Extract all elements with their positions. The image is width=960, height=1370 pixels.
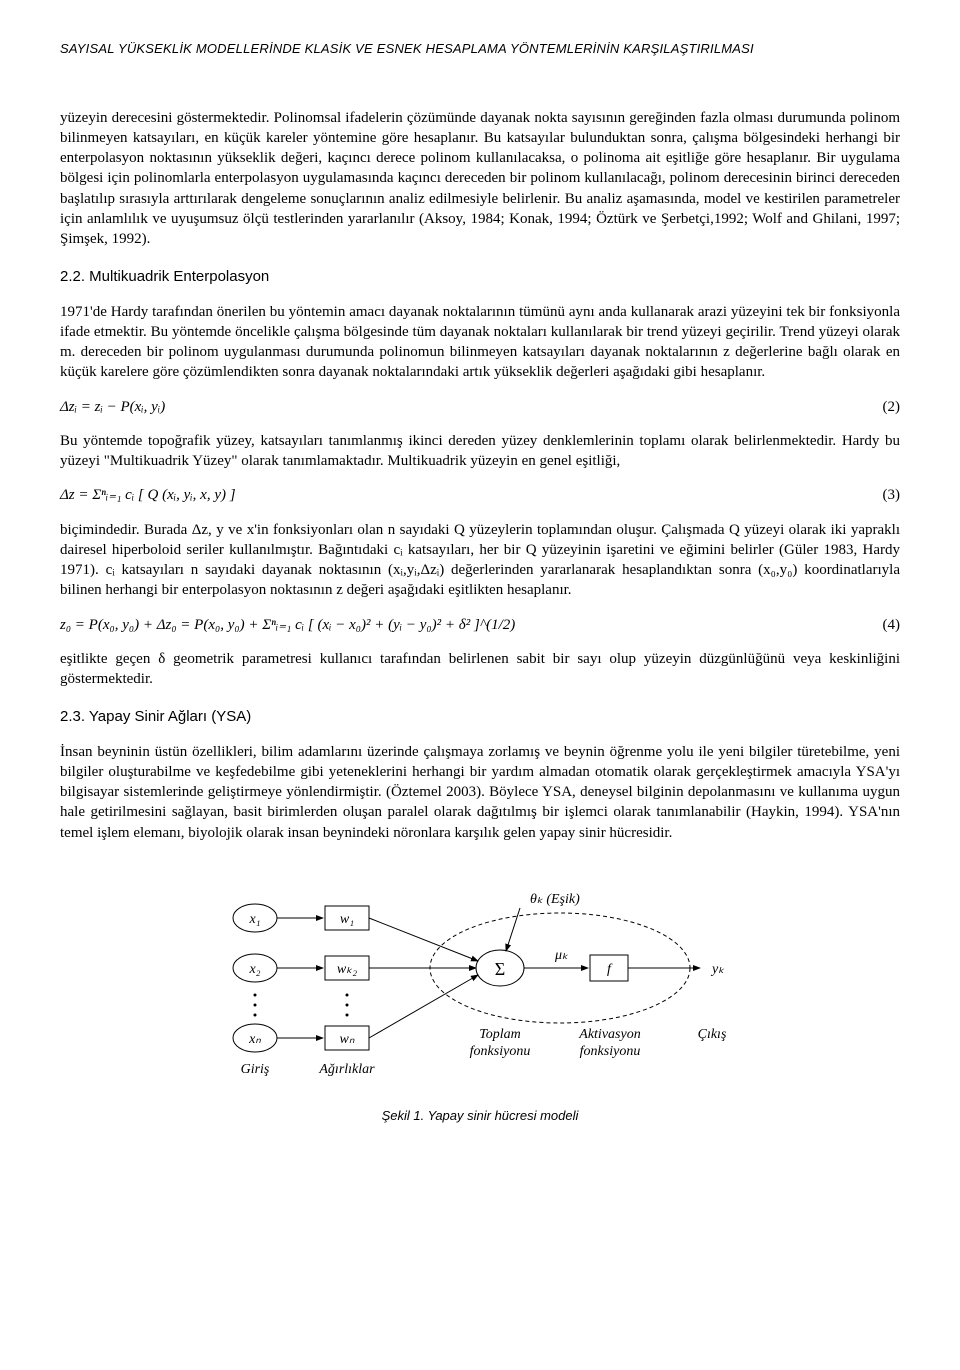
label-aktiv1: Aktivasyon	[578, 1027, 640, 1042]
label-theta: θₖ (Eşik)	[530, 892, 580, 907]
equation-4-row: z₀ = P(x₀, y₀) + Δz₀ = P(x₀, y₀) + Σⁿᵢ₌₁…	[60, 615, 900, 635]
label-giris: Giriş	[241, 1062, 270, 1077]
equation-2-row: Δzᵢ = zᵢ − P(xᵢ, yᵢ) (2)	[60, 397, 900, 417]
label-cikis: Çıkış	[698, 1027, 727, 1042]
label-agirlik: Ağırlıklar	[318, 1062, 375, 1077]
paragraph-22d: eşitlikte geçen δ geometrik parametresi …	[60, 649, 900, 690]
figure-1-caption: Şekil 1. Yapay sinir hücresi modeli	[200, 1107, 760, 1125]
equation-3-row: Δz = Σⁿᵢ₌₁ cᵢ [ Q (xᵢ, yᵢ, x, y) ] (3)	[60, 485, 900, 505]
label-x2: x₂	[248, 962, 260, 977]
paragraph-22b: Bu yöntemde topoğrafik yüzey, katsayılar…	[60, 431, 900, 472]
label-x1: x₁	[248, 912, 260, 927]
page-header-title: SAYISAL YÜKSEKLİK MODELLERİNDE KLASİK VE…	[60, 40, 900, 58]
label-aktiv2: fonksiyonu	[580, 1044, 641, 1059]
equation-2: Δzᵢ = zᵢ − P(xᵢ, yᵢ)	[60, 397, 165, 417]
paragraph-intro: yüzeyin derecesini göstermektedir. Polin…	[60, 108, 900, 250]
equation-3: Δz = Σⁿᵢ₌₁ cᵢ [ Q (xᵢ, yᵢ, x, y) ]	[60, 485, 236, 505]
label-sum: Σ	[495, 959, 505, 979]
label-w2: wₖ₂	[337, 962, 357, 977]
equation-2-number: (2)	[883, 397, 901, 417]
label-toplam2: fonksiyonu	[470, 1044, 531, 1059]
paragraph-22a: 1971'de Hardy tarafından önerilen bu yön…	[60, 302, 900, 383]
equation-4-number: (4)	[883, 615, 901, 635]
label-yk: yₖ	[710, 962, 725, 977]
figure-1: x₁ x₂ xₙ w₁ wₖ₂ wₙ Σ	[200, 873, 760, 1125]
section-23-heading: 2.3. Yapay Sinir Ağları (YSA)	[60, 707, 900, 727]
neuron-diagram: x₁ x₂ xₙ w₁ wₖ₂ wₙ Σ	[200, 873, 760, 1093]
section-22-heading: 2.2. Multikuadrik Enterpolasyon	[60, 267, 900, 287]
equation-3-number: (3)	[883, 485, 901, 505]
paragraph-22c: biçimindedir. Burada Δz, y ve x'in fonks…	[60, 520, 900, 601]
label-wn: wₙ	[340, 1032, 355, 1047]
label-mu: μₖ	[554, 948, 569, 963]
equation-4: z₀ = P(x₀, y₀) + Δz₀ = P(x₀, y₀) + Σⁿᵢ₌₁…	[60, 615, 515, 635]
paragraph-23a: İnsan beyninin üstün özellikleri, bilim …	[60, 742, 900, 843]
label-xn: xₙ	[248, 1032, 261, 1047]
label-w1: w₁	[340, 912, 354, 927]
label-toplam1: Toplam	[479, 1027, 521, 1042]
